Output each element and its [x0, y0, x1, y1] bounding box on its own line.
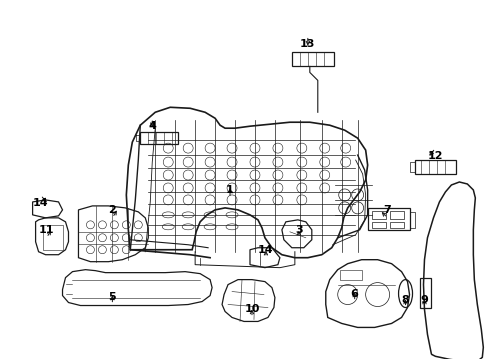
- Bar: [339, 270, 361, 280]
- Text: 4: 4: [148, 121, 156, 131]
- Bar: [419, 278, 430, 307]
- Bar: [367, 208, 408, 230]
- Text: 11: 11: [39, 225, 54, 235]
- Bar: [371, 222, 385, 228]
- Bar: [291, 53, 333, 67]
- Text: 12: 12: [427, 151, 442, 161]
- Text: 3: 3: [294, 225, 302, 235]
- Text: 1: 1: [226, 185, 233, 195]
- Text: 13: 13: [300, 39, 315, 49]
- Bar: [389, 211, 403, 219]
- Bar: [414, 160, 455, 174]
- Bar: [389, 222, 403, 228]
- Text: 6: 6: [350, 289, 358, 298]
- Text: 14: 14: [33, 198, 48, 208]
- Text: 14: 14: [258, 245, 273, 255]
- Text: 8: 8: [401, 294, 408, 305]
- Text: 7: 7: [383, 205, 391, 215]
- Text: 10: 10: [244, 305, 259, 315]
- Text: 5: 5: [108, 292, 116, 302]
- Bar: [371, 211, 385, 219]
- Bar: [140, 132, 178, 144]
- Text: 9: 9: [420, 294, 427, 305]
- Text: 2: 2: [108, 205, 116, 215]
